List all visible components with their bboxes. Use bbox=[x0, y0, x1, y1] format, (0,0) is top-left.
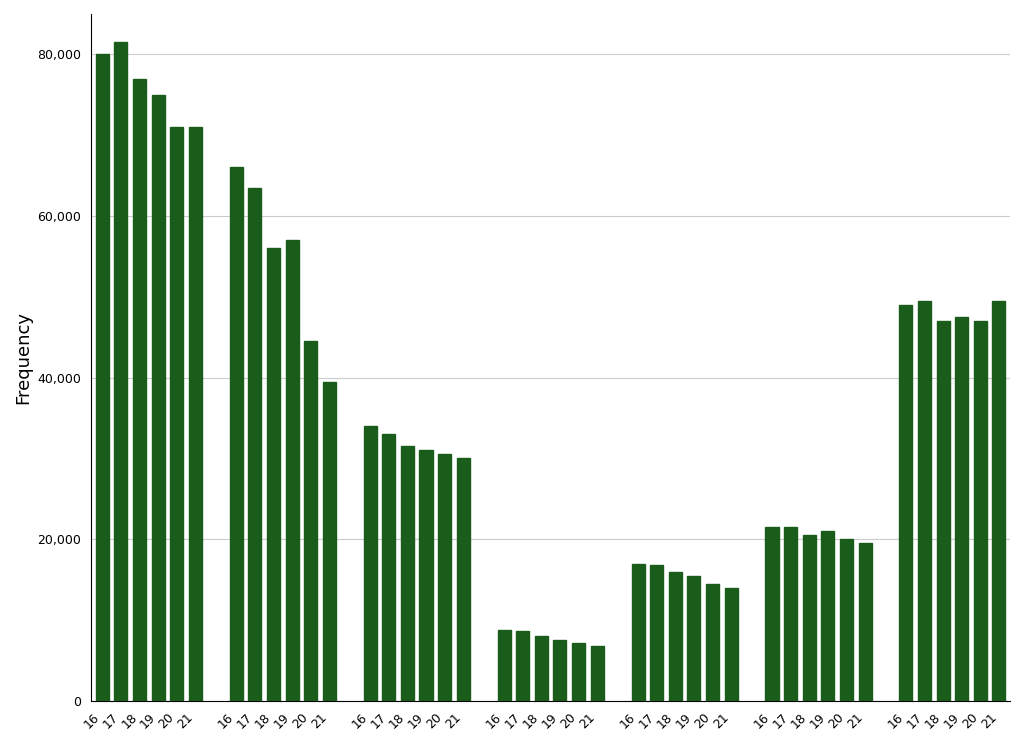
Bar bbox=[784, 527, 797, 701]
Y-axis label: Frequency: Frequency bbox=[14, 311, 32, 404]
Bar bbox=[438, 454, 452, 701]
Bar bbox=[267, 248, 280, 701]
Bar bbox=[803, 535, 816, 701]
Bar bbox=[516, 632, 529, 701]
Bar bbox=[919, 301, 931, 701]
Bar bbox=[170, 127, 183, 701]
Bar bbox=[650, 565, 664, 701]
Bar bbox=[572, 643, 585, 701]
Bar bbox=[323, 381, 336, 701]
Bar bbox=[766, 527, 778, 701]
Bar bbox=[535, 636, 548, 701]
Bar bbox=[498, 630, 511, 701]
Bar bbox=[725, 588, 737, 701]
Bar bbox=[115, 42, 127, 701]
Bar bbox=[992, 301, 1006, 701]
Bar bbox=[937, 321, 949, 701]
Bar bbox=[669, 571, 682, 701]
Bar bbox=[249, 188, 261, 701]
Bar bbox=[152, 95, 165, 701]
Bar bbox=[229, 168, 243, 701]
Bar bbox=[955, 317, 969, 701]
Bar bbox=[420, 451, 432, 701]
Bar bbox=[974, 321, 987, 701]
Bar bbox=[286, 240, 299, 701]
Bar bbox=[706, 584, 719, 701]
Bar bbox=[400, 446, 414, 701]
Bar bbox=[96, 54, 109, 701]
Bar bbox=[188, 127, 202, 701]
Bar bbox=[364, 426, 377, 701]
Bar bbox=[821, 531, 835, 701]
Bar bbox=[687, 576, 700, 701]
Bar bbox=[304, 341, 317, 701]
Bar bbox=[858, 543, 871, 701]
Bar bbox=[457, 458, 470, 701]
Bar bbox=[133, 78, 146, 701]
Bar bbox=[553, 641, 566, 701]
Bar bbox=[840, 539, 853, 701]
Bar bbox=[632, 563, 644, 701]
Bar bbox=[591, 646, 604, 701]
Bar bbox=[382, 434, 395, 701]
Bar bbox=[899, 305, 912, 701]
